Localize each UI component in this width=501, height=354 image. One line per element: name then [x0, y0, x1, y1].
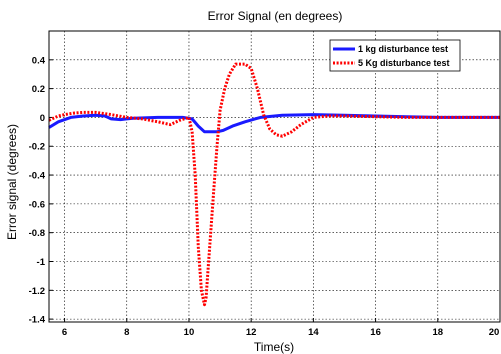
x-tick-label: 10: [184, 327, 195, 338]
y-tick-labels: 0.4 0.2 0 -0.2 -0.4 -0.6 -0.8 -1 -1.2 -1.4: [29, 55, 46, 325]
plot-frame: [48, 30, 501, 323]
x-tick-label: 14: [308, 327, 319, 338]
series-lines: [48, 62, 500, 307]
x-axis-label: Time(s): [254, 340, 294, 354]
x-tick-label: 8: [124, 327, 129, 338]
y-tick-label: 0.2: [32, 84, 45, 95]
y-tick-label: 0: [40, 113, 45, 124]
y-tick-label: -1: [37, 257, 46, 268]
y-tick-label: -0.2: [29, 142, 45, 153]
y-axis-label: Error signal (degrees): [5, 124, 19, 240]
series-line-1kg: [48, 113, 500, 134]
plot-area: [48, 30, 501, 323]
x-tick-labels: 6 8 10 12 14 16 18 20: [62, 327, 499, 338]
legend-label-1kg: 1 kg disturbance test: [358, 44, 448, 54]
x-tick-label: 6: [62, 327, 67, 338]
y-tick-label: -0.6: [29, 199, 45, 210]
y-tick-label: 0.4: [32, 55, 46, 66]
y-tick-label: -1.4: [29, 315, 46, 326]
y-tick-label: -0.4: [29, 171, 46, 182]
legend: 1 kg disturbance test 5 Kg disturbance t…: [329, 39, 461, 72]
legend-box: [329, 39, 461, 72]
x-tick-label: 16: [370, 327, 381, 338]
y-tick-label: -0.8: [29, 228, 45, 239]
y-tick-label: -1.2: [29, 286, 45, 297]
series-line-5kg: [48, 62, 500, 307]
x-tick-label: 12: [246, 327, 257, 338]
x-tick-label: 20: [489, 327, 500, 338]
chart-title: Error Signal (en degrees): [208, 9, 343, 23]
legend-label-5kg: 5 Kg disturbance test: [358, 58, 450, 68]
tick-marks: [49, 59, 501, 322]
x-tick-label: 18: [433, 327, 444, 338]
